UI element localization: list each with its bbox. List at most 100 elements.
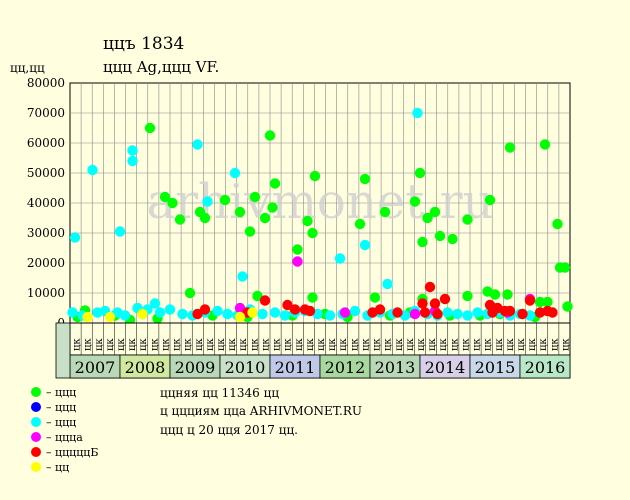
data-point bbox=[524, 295, 536, 306]
x-slot-label: цк bbox=[283, 338, 294, 351]
x-slot-label: цк bbox=[383, 338, 394, 351]
data-point bbox=[184, 287, 196, 299]
data-point bbox=[127, 155, 138, 167]
footer-line-2: ц ццциям цца ARHIVMONET.RU bbox=[160, 404, 362, 418]
axis-stub bbox=[55, 322, 71, 379]
y-tick-label: 50000 bbox=[27, 166, 65, 180]
legend-label: – ццц bbox=[46, 401, 76, 414]
y-tick-label: 40000 bbox=[27, 196, 65, 210]
x-slot-label: цк bbox=[405, 338, 416, 351]
x-slot-label: цк bbox=[149, 338, 160, 351]
x-slot-label: цк bbox=[549, 338, 560, 351]
legend-item: – цц bbox=[31, 461, 69, 474]
data-point bbox=[447, 233, 458, 245]
data-point bbox=[222, 308, 233, 320]
data-point bbox=[359, 173, 371, 185]
x-slot-label: цк bbox=[316, 338, 327, 351]
data-point bbox=[302, 215, 313, 227]
data-point bbox=[409, 196, 421, 207]
data-point bbox=[422, 212, 433, 224]
x-slot-label: цк bbox=[372, 338, 383, 351]
data-points bbox=[67, 107, 573, 326]
x-slot-label: цк bbox=[205, 338, 216, 351]
data-point bbox=[244, 226, 256, 237]
data-point bbox=[104, 311, 116, 323]
x-slot-label: цк bbox=[483, 338, 494, 351]
data-point bbox=[442, 307, 453, 318]
x-slot-label: цк bbox=[516, 338, 527, 351]
year-label: 2007 bbox=[75, 358, 116, 377]
data-point bbox=[127, 145, 138, 156]
year-label: 2011 bbox=[275, 358, 316, 377]
data-point bbox=[69, 232, 81, 243]
data-point bbox=[289, 304, 301, 315]
data-point bbox=[192, 139, 203, 150]
x-slot-label: цк bbox=[416, 338, 427, 351]
y-tick-label: 70000 bbox=[27, 106, 65, 120]
x-slot-label: цк bbox=[460, 338, 471, 351]
legend: – ццц – ццц – ццц – цццa – цццццБ – цц bbox=[31, 386, 98, 474]
data-point bbox=[504, 142, 516, 153]
data-point bbox=[259, 295, 271, 306]
x-slot-label: цк bbox=[127, 338, 138, 351]
data-point bbox=[462, 214, 473, 225]
x-slot-label: цк bbox=[105, 338, 116, 351]
data-point bbox=[82, 311, 93, 323]
data-point bbox=[292, 256, 303, 267]
x-slot-label: цк bbox=[305, 338, 316, 351]
year-label: 2016 bbox=[525, 358, 566, 377]
legend-label: – ццц bbox=[46, 416, 76, 429]
data-point bbox=[429, 298, 441, 309]
data-point bbox=[559, 262, 571, 273]
data-point bbox=[374, 304, 386, 315]
data-point bbox=[87, 164, 98, 176]
x-slot-label: цк bbox=[272, 338, 283, 351]
year-label: 2013 bbox=[375, 358, 416, 377]
data-point bbox=[334, 253, 346, 264]
data-point bbox=[504, 305, 516, 317]
data-point bbox=[149, 298, 161, 309]
x-slot-label: цк bbox=[349, 338, 360, 351]
data-point bbox=[154, 307, 166, 318]
data-point bbox=[382, 278, 393, 290]
x-slot-label: цк bbox=[172, 338, 183, 351]
footer-line-3: ццц ц 20 цця 2017 цц. bbox=[160, 423, 298, 437]
data-point bbox=[199, 304, 211, 315]
data-point bbox=[279, 310, 291, 321]
data-point bbox=[114, 226, 126, 237]
chart-subtitle: ццц Ag,ццц VF. bbox=[103, 58, 219, 76]
x-slot-label: цк bbox=[294, 338, 305, 351]
data-point bbox=[517, 308, 528, 320]
data-point bbox=[359, 239, 371, 251]
data-point bbox=[409, 308, 421, 320]
data-point bbox=[414, 167, 426, 179]
data-point bbox=[267, 202, 278, 213]
legend-item: – цццa bbox=[31, 431, 83, 444]
x-slot-label: цк bbox=[438, 338, 449, 351]
data-point bbox=[412, 107, 423, 119]
data-point bbox=[339, 307, 351, 318]
legend-label: – ццц bbox=[46, 386, 76, 399]
data-point bbox=[324, 310, 336, 321]
data-point bbox=[292, 244, 303, 255]
data-point bbox=[229, 167, 241, 179]
x-axis-slots: цк цк цк цк цк цк цк цк цк цк цк цк цк цк цк цк цк цк цк цк… bbox=[69, 322, 571, 356]
x-slot-label: цк bbox=[116, 338, 127, 351]
year-label: 2014 bbox=[425, 358, 466, 377]
data-point bbox=[269, 178, 281, 189]
data-point bbox=[392, 307, 403, 318]
data-point bbox=[434, 230, 446, 242]
data-point bbox=[419, 307, 431, 318]
data-point bbox=[542, 296, 553, 308]
x-slot-label: цк bbox=[238, 338, 249, 351]
data-point bbox=[202, 196, 213, 207]
data-point bbox=[167, 197, 178, 209]
x-axis-years: 2007 2008 2009 2010 2011 2012 2013 2014 2015 2016 bbox=[55, 322, 571, 379]
data-point bbox=[257, 308, 268, 320]
data-point bbox=[534, 296, 546, 308]
y-tick-label: 30000 bbox=[27, 226, 65, 240]
data-point bbox=[199, 212, 211, 224]
legend-marker bbox=[31, 432, 41, 442]
data-point bbox=[307, 292, 318, 303]
